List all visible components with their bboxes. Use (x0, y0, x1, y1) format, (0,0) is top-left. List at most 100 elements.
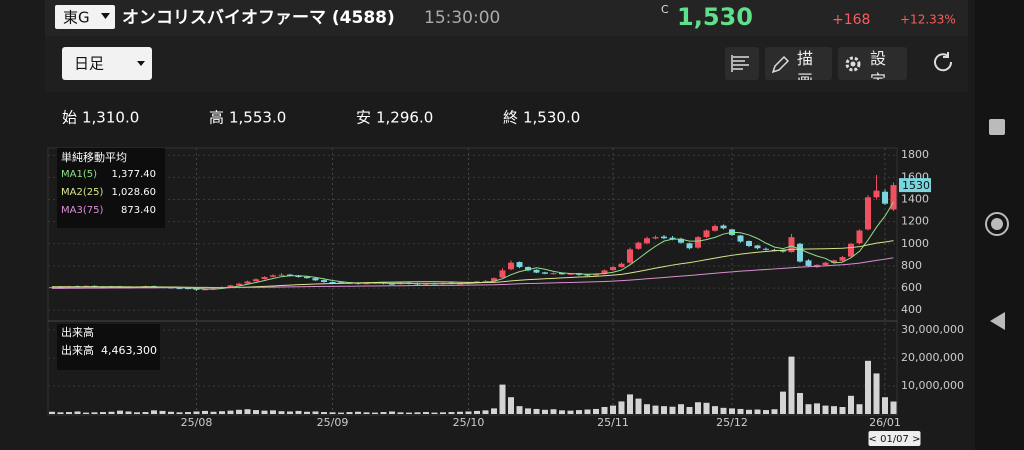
ma-legend-name: MA1(5) (61, 169, 97, 180)
volume-tick-label: 30,000,000 (901, 323, 964, 336)
volume-bar (703, 402, 710, 414)
candle-body (610, 267, 616, 271)
candle-body (797, 243, 803, 262)
candle-body (499, 270, 506, 278)
y-tick-label: 1400 (901, 192, 929, 205)
volume-bar (457, 411, 463, 414)
settings-button[interactable]: 設定 (838, 47, 907, 80)
ma-legend-value: 1,028.60 (111, 187, 156, 198)
candle-body (805, 260, 812, 266)
market: 東G (63, 9, 90, 27)
volume-bar (329, 412, 336, 414)
change: +168 (832, 12, 870, 28)
candle-body (822, 262, 829, 266)
candle-body (312, 278, 319, 281)
candle-body (542, 272, 548, 274)
candle-body (270, 275, 276, 277)
ma-legend-name: MA3(75) (61, 205, 103, 216)
volume-bar (550, 409, 557, 414)
candle-body (652, 237, 659, 239)
volume-bar (261, 410, 268, 414)
volume-bar (321, 412, 327, 414)
volume-bar (414, 412, 421, 414)
volume-bar (355, 411, 361, 414)
candle-body (695, 237, 701, 248)
candle-body (669, 237, 676, 240)
volume-bar (652, 405, 659, 414)
volume-bar (533, 408, 540, 414)
home-button[interactable] (985, 212, 1009, 236)
y-tick-label: 1800 (901, 148, 929, 161)
volume-bar (610, 405, 616, 414)
volume-bar (100, 412, 106, 414)
candle-body (389, 283, 395, 285)
volume-bar (91, 412, 98, 414)
volume-bar (788, 356, 795, 414)
x-tick-label: 26/01 (869, 416, 901, 429)
period-select[interactable] (62, 47, 152, 80)
volume-bar (193, 411, 200, 414)
candle-body (176, 288, 183, 290)
volume-bar (406, 412, 412, 414)
gear-icon (845, 56, 861, 72)
volume-bar (805, 404, 812, 414)
ma-line (51, 201, 894, 290)
volume-bar (567, 410, 574, 414)
volume-bar (516, 406, 523, 414)
volume-bar (695, 402, 701, 414)
candle-body (559, 272, 565, 275)
indicator-icon (731, 55, 749, 72)
volume-bar (125, 411, 132, 414)
dropdown-icon (137, 61, 145, 66)
volume-legend-value: 4,463,300 (101, 344, 157, 357)
y-tick-label: 600 (901, 281, 922, 294)
y-tick-label: 1000 (901, 237, 929, 250)
volume-bar (584, 409, 591, 414)
pencil-icon (771, 55, 790, 74)
candle-body (244, 281, 251, 284)
draw-button[interactable]: 描画 (765, 47, 832, 80)
volume-bar (227, 410, 234, 414)
candle-body (601, 270, 608, 274)
candle-body (686, 243, 693, 249)
volume-bar (117, 410, 123, 414)
candle-body (737, 235, 744, 242)
candle-body (567, 273, 574, 275)
volume-bar (882, 397, 888, 414)
volume-bar (780, 391, 786, 414)
volume-bar (839, 407, 846, 414)
candle-body (873, 190, 880, 198)
draw-label: 描画 (797, 49, 814, 80)
volume-bar (618, 401, 625, 414)
recent-button[interactable] (989, 119, 1005, 135)
market-select[interactable] (55, 5, 115, 29)
volume-bar (304, 411, 310, 414)
candle-body (295, 275, 302, 278)
ohlc-value: 1,530.0 (523, 109, 580, 127)
settings-label: 設定 (870, 49, 887, 80)
ohlc-label: 始 (62, 109, 77, 127)
volume-bar (848, 395, 854, 414)
volume-bar (576, 410, 582, 414)
ohlc-label: 終 (503, 109, 518, 127)
volume-bar (83, 412, 89, 414)
volume-bar (678, 404, 684, 414)
volume-bar (134, 412, 140, 414)
ohlc-label: 安 (356, 109, 371, 127)
candle-body (202, 289, 208, 291)
back-button[interactable] (990, 312, 1005, 330)
candle-body (720, 225, 727, 229)
volume-bar (270, 410, 276, 414)
dropdown-icon (101, 13, 110, 19)
volume-bar (627, 394, 633, 414)
ma-legend-name: MA2(25) (61, 187, 103, 198)
volume-bar (822, 405, 829, 414)
candle-body (754, 245, 761, 249)
y-tick-label: 800 (901, 259, 922, 272)
refresh-icon[interactable] (934, 52, 953, 72)
volume-bar (686, 407, 693, 414)
volume-bar (236, 409, 242, 414)
candle-body (661, 236, 667, 239)
ma-line (52, 257, 894, 289)
indicator-button[interactable] (725, 47, 759, 80)
